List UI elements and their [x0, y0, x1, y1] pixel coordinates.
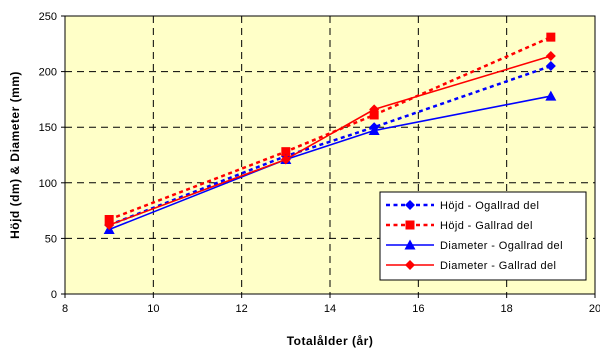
x-tick-label: 12 [236, 303, 248, 315]
legend-swatch-marker [405, 260, 415, 270]
data-point [369, 110, 379, 120]
data-point [545, 90, 557, 101]
y-tick-label: 250 [39, 11, 57, 23]
data-point [545, 51, 556, 62]
series-line [108, 55, 552, 226]
series-line [108, 95, 551, 231]
series-4 [104, 51, 556, 231]
legend-swatch-marker [404, 239, 416, 250]
legend: Höjd - Ogallrad del Höjd - Gallrad del Dia… [379, 191, 587, 281]
legend-label: Diameter - Ogallrad del [440, 240, 563, 252]
y-tick-label: 0 [51, 289, 57, 301]
legend-label: Diameter - Gallrad del [440, 260, 556, 272]
x-tick-label: 16 [412, 303, 424, 315]
x-tick-label: 20 [589, 303, 600, 315]
y-tick-label: 50 [45, 233, 57, 245]
x-tick-label: 14 [324, 303, 336, 315]
data-point [280, 154, 291, 165]
data-point [546, 32, 556, 42]
data-point [368, 125, 380, 136]
data-point [104, 220, 115, 231]
legend-swatch-marker [405, 200, 415, 210]
y-tick-label: 150 [39, 122, 57, 134]
x-axis-title: Totalålder (år) [287, 334, 374, 348]
data-point [104, 214, 114, 224]
y-axis-title: Höjd (dm) & Diameter (mm) [8, 71, 22, 239]
y-tick-label: 200 [39, 67, 57, 79]
data-point [281, 147, 291, 157]
legend-label: Höjd - Gallrad del [440, 220, 533, 232]
x-tick-label: 10 [147, 303, 159, 315]
x-tick-label: 8 [62, 303, 68, 315]
grid-lines [65, 16, 595, 294]
legend-swatch-marker [405, 220, 415, 230]
series-line [108, 64, 552, 227]
series-layer [103, 32, 557, 235]
data-point [369, 104, 380, 115]
legend-label: Höjd - Ogallrad del [440, 200, 539, 212]
data-point [545, 61, 556, 72]
x-tick-label: 18 [501, 303, 513, 315]
y-tick-label: 100 [39, 178, 57, 190]
series-2 [104, 32, 556, 224]
